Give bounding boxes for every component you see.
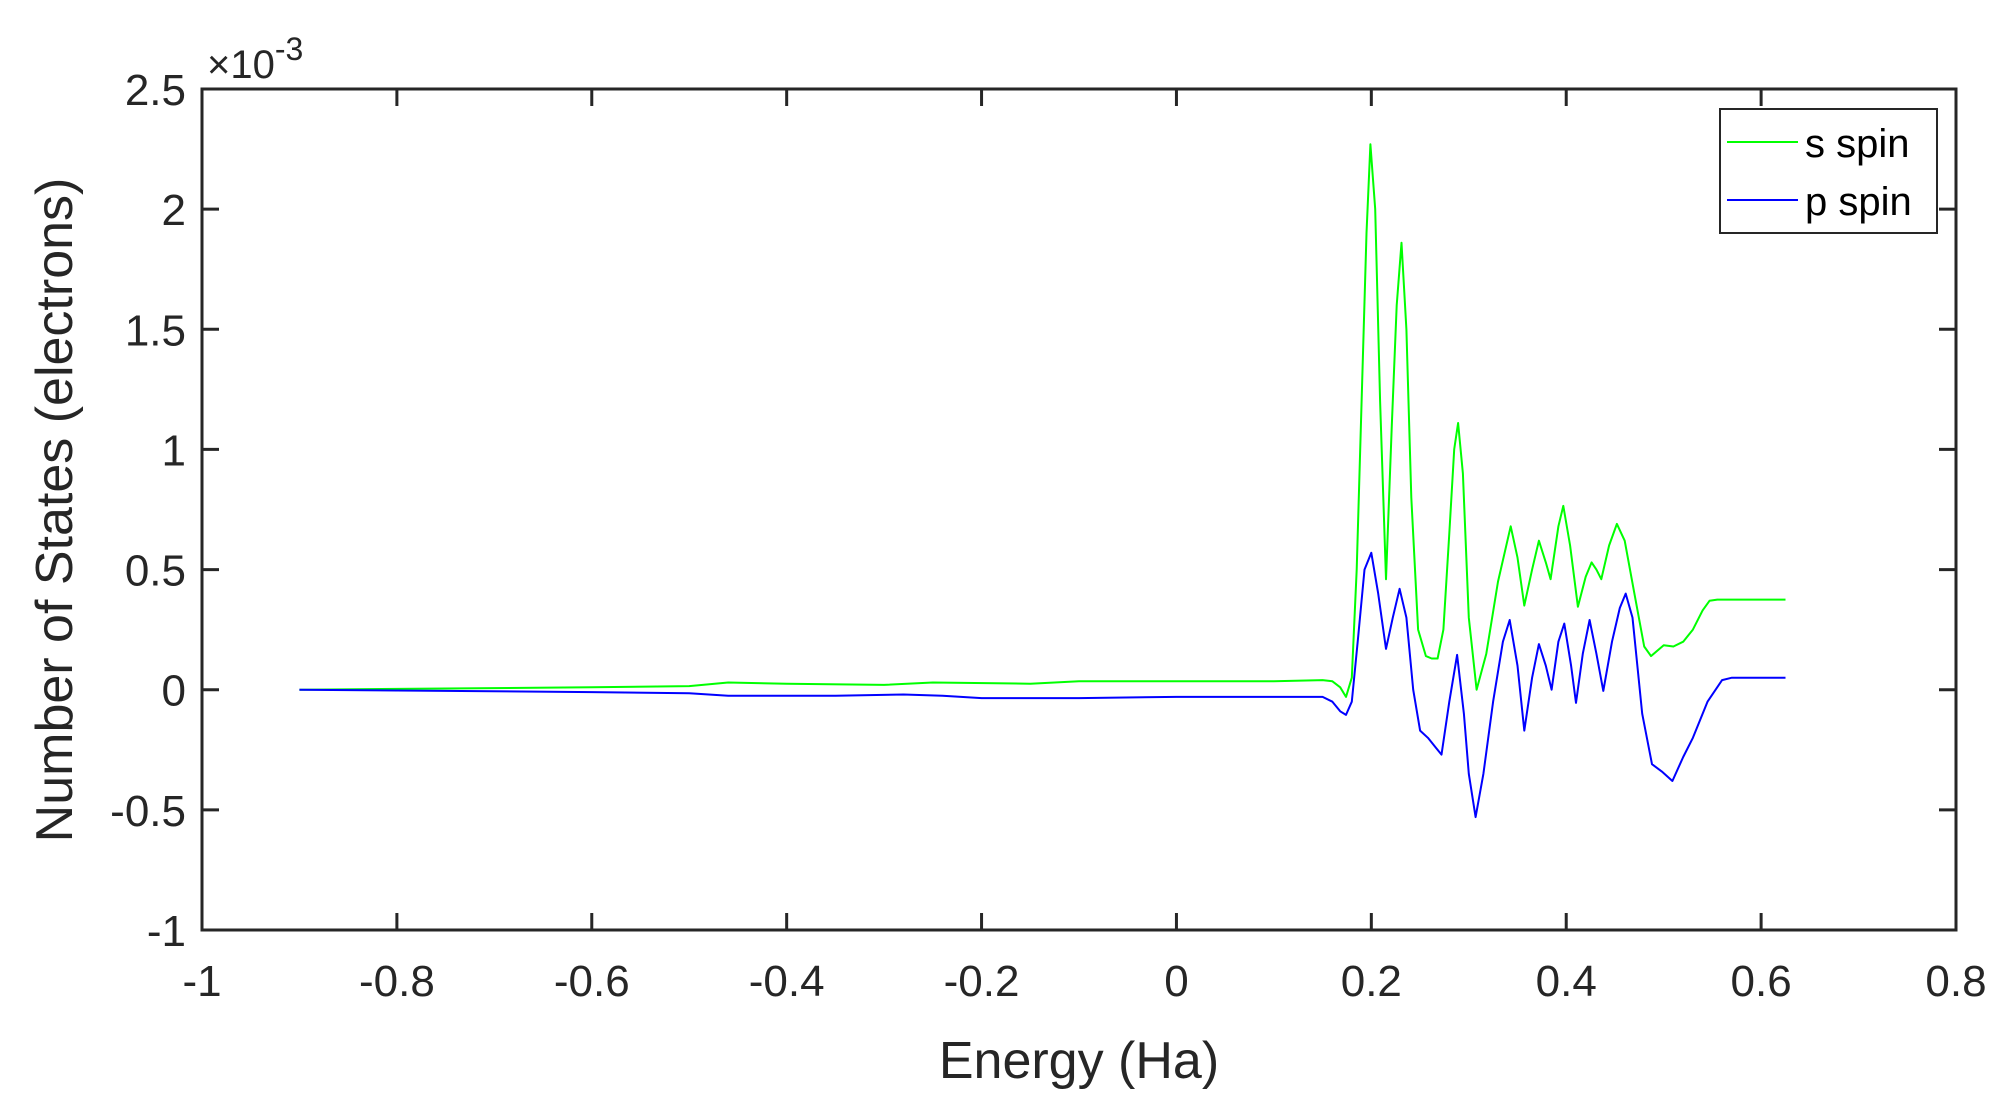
x-tick-label: -1 [182, 957, 221, 1006]
legend-box [1719, 108, 1938, 234]
x-tick-label: -0.8 [359, 957, 435, 1006]
y-exponent-label: ×10-3 [207, 31, 303, 87]
x-tick-label: 0.8 [1925, 957, 1986, 1006]
x-tick-label: 0.2 [1341, 957, 1402, 1006]
x-tick-label: -0.4 [749, 957, 825, 1006]
y-exponent-power: -3 [275, 31, 303, 67]
y-tick-label: 2.5 [125, 66, 186, 115]
y-tick-label: 0 [162, 667, 186, 716]
series-line-s-spin [299, 143, 1786, 698]
x-axis-label: Energy (Ha) [939, 1032, 1219, 1090]
plot-background [202, 89, 1956, 930]
series-layer [299, 143, 1786, 819]
x-tick-label: 0.4 [1536, 957, 1597, 1006]
y-tick-label: 1.5 [125, 306, 186, 355]
y-axis-label: Number of States (electrons) [26, 178, 84, 843]
y-tick-labels: -1 -0.5 0 0.5 1 1.5 2 2.5 [110, 66, 186, 956]
x-tick-label: -0.6 [554, 957, 630, 1006]
x-tick-label: 0.6 [1731, 957, 1792, 1006]
y-tick-label: 1 [162, 426, 186, 475]
x-tick-label: 0 [1164, 957, 1188, 1006]
x-tick-label: -0.2 [944, 957, 1020, 1006]
legend-label-p-spin: p spin [1805, 180, 1912, 224]
x-tick-labels: -1 -0.8 -0.6 -0.4 -0.2 0 0.2 0.4 0.6 0.8 [182, 957, 1986, 1006]
legend-label-s-spin: s spin [1805, 122, 1910, 166]
series-line-p-spin [299, 551, 1786, 819]
legend[interactable]: s spin p spin [1719, 108, 1938, 234]
y-tick-label: -1 [147, 907, 186, 956]
y-tick-label: -0.5 [110, 787, 186, 836]
axes-box [200, 87, 1958, 932]
y-tick-label: 2 [162, 186, 186, 235]
y-tick-label: 0.5 [125, 547, 186, 596]
